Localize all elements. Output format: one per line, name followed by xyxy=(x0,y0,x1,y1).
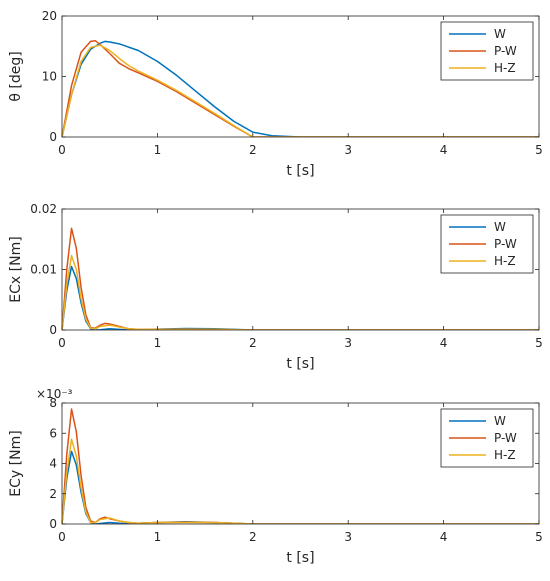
series-line-p-w xyxy=(62,40,539,137)
x-tick-label: 3 xyxy=(344,530,352,544)
x-tick-label: 0 xyxy=(58,336,66,350)
series-line-h-z xyxy=(62,438,539,524)
y-tick-label: 6 xyxy=(49,426,57,440)
y-axis-label: θ [deg] xyxy=(8,51,24,101)
y-tick-label: 8 xyxy=(49,396,57,410)
x-tick-label: 1 xyxy=(154,143,162,157)
x-tick-label: 1 xyxy=(154,336,162,350)
subplot-3: 0 1 2 3 4 5 0 2 4 6 8×10⁻³ t [s] ECy [Nm] W P-W H-Z xyxy=(8,387,543,566)
legend-label-w: W xyxy=(494,414,506,428)
legend-label-p-w: P-W xyxy=(494,431,517,445)
x-axis-label: t [s] xyxy=(286,550,314,566)
x-tick-label: 4 xyxy=(440,143,448,157)
legend-label-h-z: H-Z xyxy=(494,448,516,462)
series-line-w xyxy=(62,40,539,137)
x-tick-label: 5 xyxy=(535,336,543,350)
x-tick-label: 4 xyxy=(440,336,448,350)
x-tick-label: 2 xyxy=(249,143,257,157)
x-tick-label: 1 xyxy=(154,530,162,544)
x-tick-label: 2 xyxy=(249,336,257,350)
x-tick-label: 5 xyxy=(535,530,543,544)
subplot-2: 0 1 2 3 4 5 0 0.01 0.02 t [s] ECx [Nm] W P-W H-Z xyxy=(8,202,543,372)
series-line-h-z xyxy=(62,44,539,137)
x-tick-label: 0 xyxy=(58,530,66,544)
y-tick-label: 0 xyxy=(49,130,57,144)
legend: W P-W H-Z xyxy=(440,214,534,274)
y-axis-label: ECx [Nm] xyxy=(8,236,24,302)
x-axis-label: t [s] xyxy=(286,356,314,372)
x-tick-label: 0 xyxy=(58,143,66,157)
y-tick-label: 10 xyxy=(42,70,57,84)
x-tick-label: 4 xyxy=(440,530,448,544)
x-axis-label: t [s] xyxy=(286,163,314,179)
legend: W P-W H-Z xyxy=(440,21,534,81)
x-tick-label: 5 xyxy=(535,143,543,157)
legend-label-h-z: H-Z xyxy=(494,254,516,268)
y-tick-label: 4 xyxy=(49,457,57,471)
y-tick-label: 0 xyxy=(49,323,57,337)
legend: W P-W H-Z xyxy=(440,408,534,468)
subplot-1: 0 1 2 3 4 5 0 10 20 t [s] θ [deg] W P-W H-Z xyxy=(8,9,543,179)
legend-label-h-z: H-Z xyxy=(494,61,516,75)
y-exponent-label: ×10⁻³ xyxy=(36,387,73,401)
y-tick-label: 0.01 xyxy=(30,263,57,277)
x-tick-label: 3 xyxy=(344,143,352,157)
series-line-h-z xyxy=(62,254,539,330)
y-tick-label: 20 xyxy=(42,9,57,23)
y-tick-label: 0.02 xyxy=(30,202,57,216)
x-tick-label: 3 xyxy=(344,336,352,350)
y-tick-label: 2 xyxy=(49,487,57,501)
legend-label-w: W xyxy=(494,27,506,41)
y-tick-label: 0 xyxy=(49,517,57,531)
x-tick-label: 2 xyxy=(249,530,257,544)
legend-label-p-w: P-W xyxy=(494,44,517,58)
legend-label-w: W xyxy=(494,220,506,234)
y-axis-label: ECy [Nm] xyxy=(8,430,24,496)
legend-label-p-w: P-W xyxy=(494,237,517,251)
